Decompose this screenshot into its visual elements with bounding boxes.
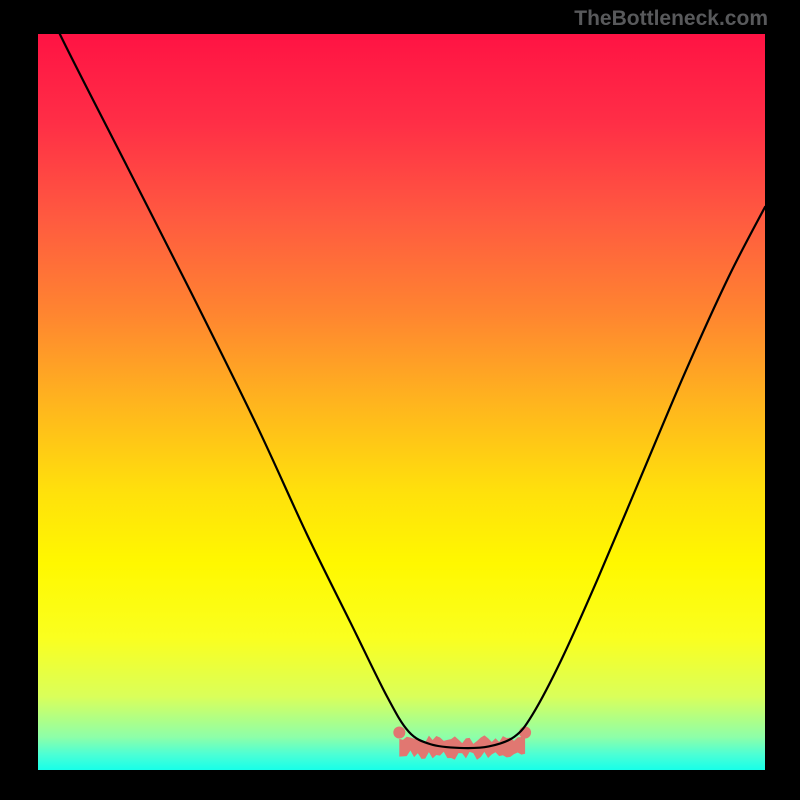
chart-root: TheBottleneck.com <box>0 0 800 800</box>
chart-overlay-svg <box>0 0 800 800</box>
band-end-dot-left <box>393 726 405 738</box>
bottleneck-curve <box>38 0 765 748</box>
bottleneck-band <box>399 733 525 760</box>
